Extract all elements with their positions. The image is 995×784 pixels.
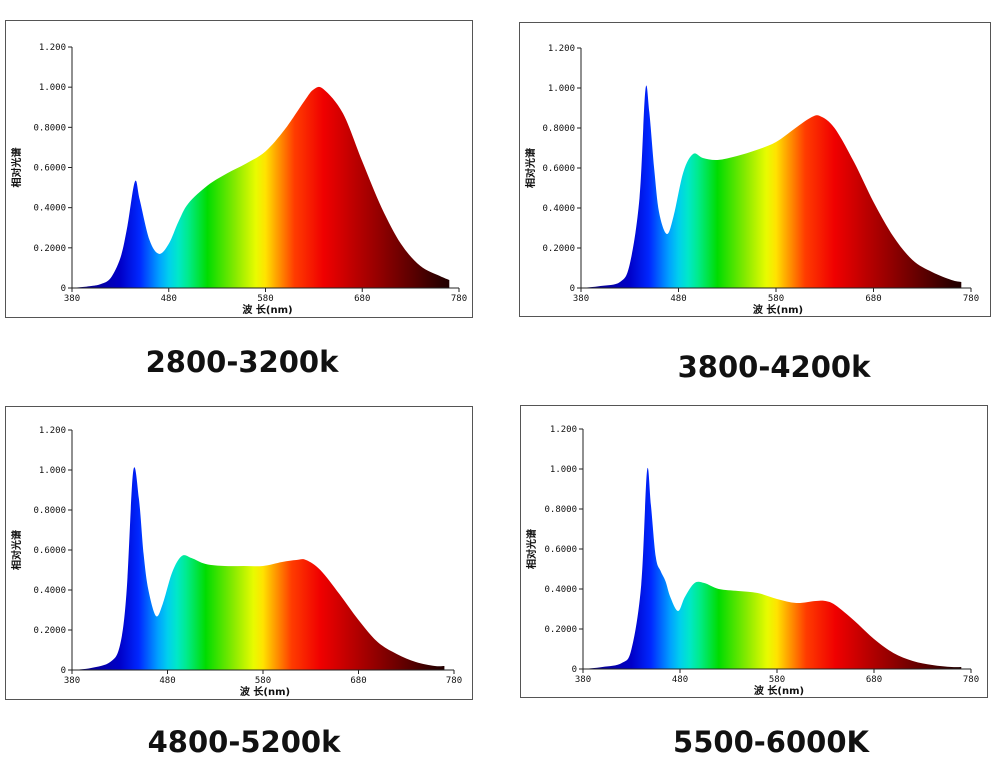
- x-axis-title: 波 长(nm): [754, 684, 804, 697]
- x-tick-label: 780: [963, 675, 979, 685]
- chart-caption-4: 5500-6000K: [673, 725, 869, 759]
- y-tick-label: 0: [61, 666, 66, 676]
- y-axis-title: 相对光谱: [10, 148, 23, 188]
- y-tick-label: 1.000: [548, 84, 575, 94]
- y-tick-label: 1.200: [39, 43, 66, 53]
- spectrum-chart-4: 0 0.2000 0.4000 0.6000 0.8000 1.000 1.200 380 48…: [525, 425, 979, 697]
- x-axis-title: 波 长(nm): [242, 303, 292, 316]
- y-tick-label: 0.2000: [33, 626, 66, 636]
- y-tick-label: 0.4000: [33, 204, 66, 214]
- x-tick-label: 580: [768, 294, 784, 304]
- y-tick-label: 0.4000: [33, 586, 66, 596]
- y-tick-label: 0.6000: [33, 164, 66, 174]
- y-tick-label: 0.8000: [544, 505, 577, 515]
- x-tick-label: 480: [159, 676, 175, 686]
- x-tick-label: 680: [354, 294, 370, 304]
- spectrum-area: [72, 467, 445, 670]
- y-tick-label: 0: [572, 665, 577, 675]
- y-tick-label: 0: [570, 284, 575, 294]
- spectrum-area: [72, 86, 450, 288]
- x-tick-label: 680: [865, 294, 881, 304]
- chart-panel-1: 0 0.2000 0.4000 0.6000 0.8000 1.000 1.200 380 48…: [5, 20, 473, 318]
- y-axis-title: 相对光谱: [10, 530, 23, 570]
- spectrum-area: [583, 467, 962, 669]
- y-tick-label: 0.2000: [544, 625, 577, 635]
- y-tick-label: 0.4000: [542, 204, 575, 214]
- y-tick-label: 1.200: [550, 425, 577, 435]
- x-tick-label: 580: [769, 675, 785, 685]
- x-tick-label: 380: [64, 294, 80, 304]
- x-tick-label: 580: [257, 294, 273, 304]
- x-tick-label: 480: [161, 294, 177, 304]
- x-tick-label: 380: [575, 675, 591, 685]
- y-tick-label: 0.8000: [542, 124, 575, 134]
- y-tick-label: 0.6000: [542, 164, 575, 174]
- spectrum-chart-2: 0 0.2000 0.4000 0.6000 0.8000 1.000 1.200 380 48…: [524, 44, 979, 316]
- chart-panel-3: 0 0.2000 0.4000 0.6000 0.8000 1.000 1.200 380 48…: [5, 406, 473, 700]
- x-tick-label: 780: [963, 294, 979, 304]
- spectrum-chart-1: 0 0.2000 0.4000 0.6000 0.8000 1.000 1.200 380 48…: [10, 43, 467, 316]
- y-tick-label: 1.000: [39, 466, 66, 476]
- x-tick-label: 780: [451, 294, 467, 304]
- chart-panel-4: 0 0.2000 0.4000 0.6000 0.8000 1.000 1.200 380 48…: [520, 405, 988, 698]
- x-tick-label: 380: [64, 676, 80, 686]
- y-axis-title: 相对光谱: [525, 529, 538, 569]
- chart-panel-2: 0 0.2000 0.4000 0.6000 0.8000 1.000 1.200 380 48…: [519, 22, 991, 317]
- y-axis-title: 相对光谱: [524, 148, 537, 188]
- spectrum-area: [581, 85, 962, 289]
- y-tick-label: 0.4000: [544, 585, 577, 595]
- chart-caption-3: 4800-5200k: [147, 725, 341, 759]
- x-axis-title: 波 长(nm): [240, 685, 290, 698]
- y-tick-label: 0.6000: [33, 546, 66, 556]
- x-tick-label: 680: [350, 676, 366, 686]
- x-tick-label: 480: [672, 675, 688, 685]
- x-tick-label: 380: [573, 294, 589, 304]
- y-tick-label: 1.000: [550, 465, 577, 475]
- y-tick-label: 0.2000: [542, 244, 575, 254]
- chart-caption-1: 2800-3200k: [145, 345, 339, 379]
- y-tick-label: 0.6000: [544, 545, 577, 555]
- y-tick-label: 1.200: [39, 426, 66, 436]
- y-tick-label: 0.2000: [33, 244, 66, 254]
- chart-caption-2: 3800-4200k: [677, 350, 871, 384]
- x-tick-label: 580: [255, 676, 271, 686]
- x-tick-label: 680: [866, 675, 882, 685]
- y-tick-label: 1.200: [548, 44, 575, 54]
- y-tick-label: 0: [61, 284, 66, 294]
- x-tick-label: 480: [670, 294, 686, 304]
- y-tick-label: 0.8000: [33, 506, 66, 516]
- x-tick-label: 780: [446, 676, 462, 686]
- y-tick-label: 1.000: [39, 83, 66, 93]
- spectrum-chart-3: 0 0.2000 0.4000 0.6000 0.8000 1.000 1.200 380 48…: [10, 426, 462, 698]
- y-tick-label: 0.8000: [33, 123, 66, 133]
- x-axis-title: 波 长(nm): [753, 303, 803, 316]
